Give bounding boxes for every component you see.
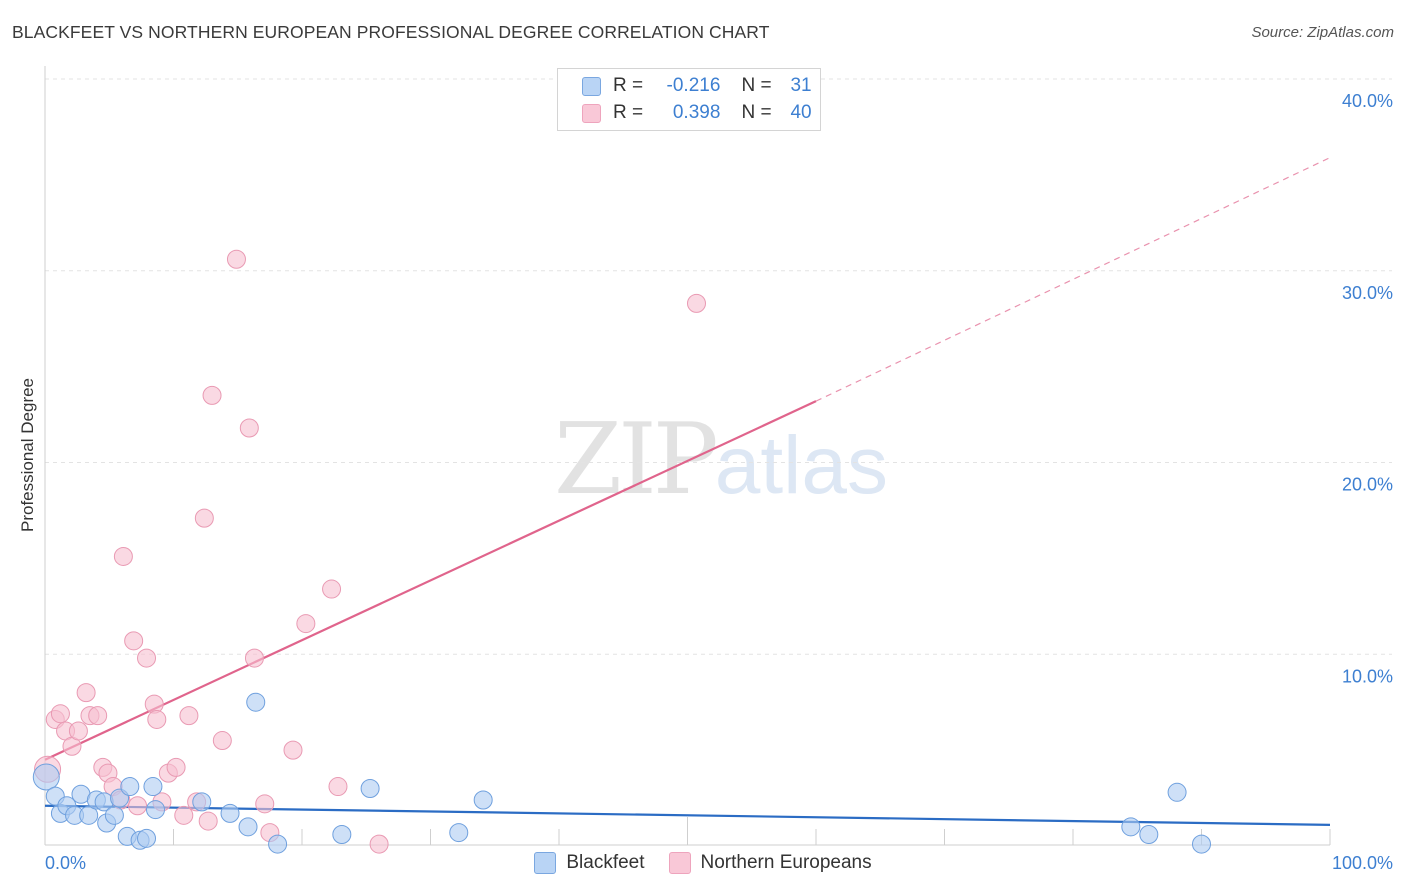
point-blackfeet [79,805,99,825]
point-northern-europeans [68,721,88,741]
legend-item-northern-europeans[interactable]: Northern Europeans [668,852,872,874]
point-northern-europeans [128,796,148,816]
point-northern-europeans [283,740,303,760]
chart-title: BLACKFEET VS NORTHERN EUROPEAN PROFESSIO… [12,22,770,42]
legend-label-northern-europeans: Northern Europeans [700,852,872,873]
trend-line-northern-europeans [44,400,817,761]
x-tick-label: 0.0% [45,853,86,873]
tick-labels: 10.0% 20.0% 30.0% 40.0% 0.0% 100.0% [45,91,1393,873]
point-blackfeet [1121,817,1141,837]
point-northern-europeans [226,249,246,269]
point-northern-europeans [166,757,186,777]
point-blackfeet [1192,834,1211,854]
legend-item-blackfeet[interactable]: Blackfeet [534,852,645,874]
legend-r-value: -0.216 [666,75,721,96]
point-northern-europeans [296,614,316,634]
legend-n-value: 31 [790,75,812,96]
point-northern-europeans [686,293,706,313]
point-northern-europeans [244,648,264,668]
point-blackfeet [449,823,469,843]
point-northern-europeans [88,706,108,726]
correlation-legend: R = -0.216 N = 31 R = 0.398 N = 40 [557,68,821,131]
y-tick-label: 20.0% [1342,475,1393,495]
point-blackfeet [1167,782,1187,802]
legend-r-value: 0.398 [672,102,721,123]
point-blackfeet [146,800,166,820]
point-northern-europeans [255,794,275,814]
legend-swatch-northern-europeans [668,852,691,874]
point-northern-europeans [50,704,70,724]
point-northern-europeans [239,418,259,438]
point-blackfeet [192,792,212,812]
point-northern-europeans [124,631,144,651]
legend-n-label: N = [741,75,772,96]
point-blackfeet [473,790,493,810]
point-blackfeet [238,817,258,837]
point-blackfeet [32,763,60,791]
legend-row-northern-europeans: R = 0.398 N = 40 [582,100,812,126]
point-northern-europeans [113,546,133,566]
legend-swatch-blackfeet [582,76,601,96]
legend-row-blackfeet: R = -0.216 N = 31 [582,73,812,99]
point-northern-europeans [179,706,199,726]
grid [45,78,1392,655]
axes [44,66,1331,846]
point-northern-europeans [137,648,157,668]
legend-swatch-northern-europeans [582,103,601,123]
legend-swatch-blackfeet [534,852,557,874]
point-northern-europeans [202,385,222,405]
source-label: Source: ZipAtlas.com [1251,24,1394,41]
legend-r-label: R = [613,102,644,123]
point-blackfeet [120,777,140,797]
trend-line-extension-northern-europeans [815,157,1331,402]
y-tick-label: 30.0% [1342,283,1393,303]
legend-r-label: R = [613,75,644,96]
series-legend: Blackfeet Northern Europeans [0,852,1406,874]
legend-n-label: N = [741,102,772,123]
point-northern-europeans [174,805,194,825]
point-blackfeet [360,778,380,798]
point-blackfeet [268,834,288,854]
y-tick-label: 10.0% [1342,666,1393,686]
point-blackfeet [246,692,266,712]
point-northern-europeans [194,508,214,528]
point-northern-europeans [212,731,232,751]
point-northern-europeans [147,709,167,729]
data-points [32,249,1211,854]
point-northern-europeans [322,579,342,599]
point-northern-europeans [198,811,218,831]
x-tick-label: 100.0% [1332,853,1393,873]
legend-n-value: 40 [790,102,812,123]
point-northern-europeans [328,777,348,797]
point-blackfeet [104,805,124,825]
y-tick-label: 40.0% [1342,91,1393,111]
point-blackfeet [1139,824,1159,844]
point-blackfeet [137,828,157,848]
point-blackfeet [332,824,352,844]
point-blackfeet [220,803,240,823]
point-northern-europeans [369,834,389,854]
legend-label-blackfeet: Blackfeet [566,852,645,873]
point-northern-europeans [76,683,96,703]
point-blackfeet [143,777,163,797]
